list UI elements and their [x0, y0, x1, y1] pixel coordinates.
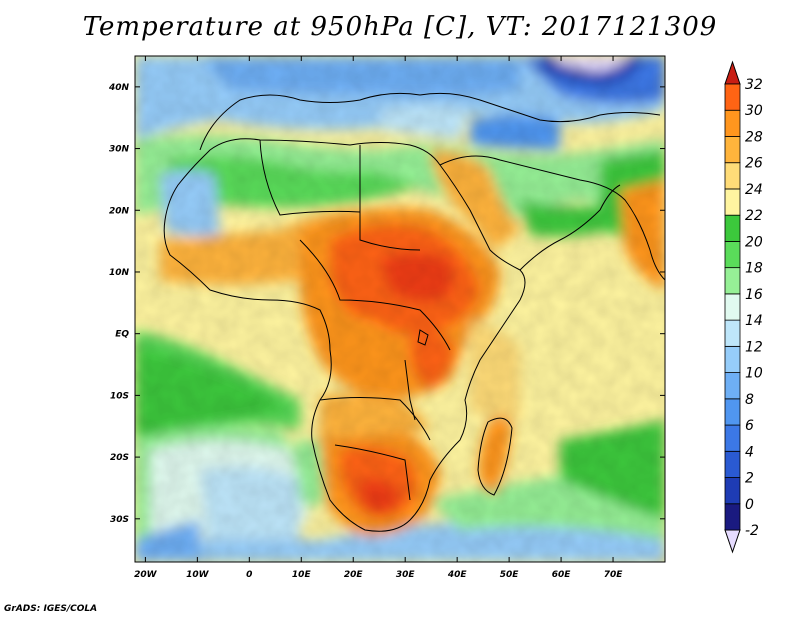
colorbar-swatch — [724, 162, 741, 190]
lat-tick-label: 10N — [109, 268, 130, 278]
colorbar-label: 24 — [745, 182, 763, 198]
colorbar-swatch — [724, 188, 741, 216]
lat-tick-label: EQ — [115, 330, 129, 340]
colorbar-swatch — [724, 109, 741, 137]
colorbar-swatch — [724, 345, 741, 373]
lat-tick-label: 20S — [110, 453, 129, 463]
colorbar-label: 14 — [745, 313, 763, 329]
colorbar-label: 32 — [745, 77, 763, 93]
colorbar-swatch — [724, 83, 741, 111]
colorbar-label: -2 — [745, 523, 759, 539]
colorbar-swatch — [724, 214, 741, 242]
lat-tick-label: 10S — [110, 391, 129, 401]
colorbar-swatch — [724, 241, 741, 269]
lat-tick-label: 20N — [109, 206, 130, 216]
colorbar-label: 12 — [745, 339, 763, 355]
colorbar-swatch — [724, 293, 741, 321]
lat-tick-label: 40N — [108, 83, 130, 93]
longitude-axis: 20W 10W 0 10E 20E 30E 40E 50E 60E 70E — [134, 56, 623, 580]
colorbar-label: 30 — [745, 103, 763, 119]
colorbar-label: 2 — [745, 471, 754, 487]
colorbar-label: 10 — [745, 366, 763, 382]
colorbar-under-triangle — [724, 529, 741, 554]
colorbar-swatch — [724, 398, 741, 426]
coastlines — [163, 92, 665, 532]
colorbar-swatch — [724, 424, 741, 452]
map-title: Temperature at 950hPa [C], VT: 201712130… — [82, 12, 718, 42]
lon-tick-label: 60E — [552, 570, 572, 580]
colorbar-swatch — [724, 450, 741, 478]
lon-tick-label: 0 — [246, 570, 252, 580]
colorbar-label: 22 — [745, 208, 763, 224]
lon-tick-label: 70E — [604, 570, 624, 580]
lon-tick-label: 10W — [186, 570, 210, 580]
colorbar-swatch — [724, 503, 741, 531]
lat-tick-label: 30S — [110, 515, 129, 525]
plot-frame — [134, 55, 666, 563]
temperature-field — [135, 56, 665, 562]
lon-tick-label: 40E — [447, 570, 468, 580]
colorbar-label: 16 — [745, 287, 763, 303]
lon-tick-label: 30E — [396, 570, 416, 580]
colorbar-label: 26 — [745, 156, 763, 172]
footer-credit: GrADS: IGES/COLA — [4, 604, 98, 614]
lon-tick-label: 20E — [344, 570, 364, 580]
colorbar-label: 18 — [745, 261, 763, 277]
colorbar-over-triangle — [724, 60, 741, 85]
colorbar-label: 8 — [745, 392, 754, 408]
lon-tick-label: 20W — [134, 570, 158, 580]
colorbar-swatch — [724, 267, 741, 295]
colorbar-label: 6 — [745, 418, 754, 434]
colorbar-label: 0 — [745, 497, 754, 513]
colorbar-swatch — [724, 319, 741, 347]
colorbar-swatch — [724, 477, 741, 505]
lat-tick-label: 30N — [109, 145, 130, 155]
lon-tick-label: 50E — [500, 570, 520, 580]
latitude-axis: 40N 30N 20N 10N EQ 10S 20S 30S — [108, 83, 665, 525]
lon-tick-label: 10E — [292, 570, 312, 580]
colorbar-label: 20 — [745, 234, 763, 250]
colorbar-label: 4 — [745, 444, 754, 460]
colorbar-swatch — [724, 372, 741, 400]
colorbar-swatch — [724, 136, 741, 164]
colorbar-label: 28 — [745, 129, 763, 145]
